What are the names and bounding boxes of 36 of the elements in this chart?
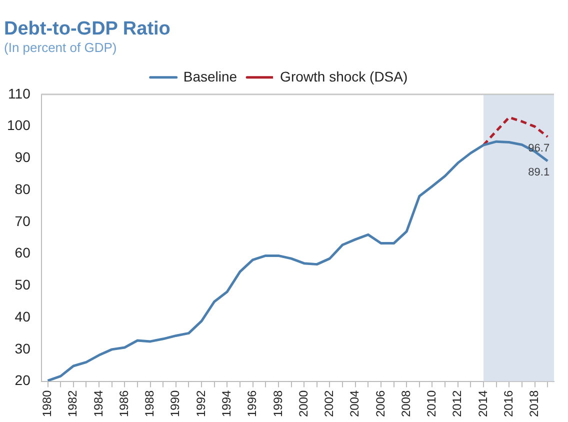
chart-title: Debt-to-GDP Ratio [4, 18, 170, 40]
x-tick-label: 2002 [322, 390, 336, 418]
y-tick-label: 30 [14, 340, 31, 356]
x-tick-label: 1980 [40, 390, 54, 418]
x-tick-label: 2000 [296, 390, 310, 418]
y-tick-label: 40 [14, 308, 31, 324]
x-tick-label: 2010 [424, 390, 439, 418]
data-label: 89.1 [528, 166, 550, 179]
y-tick-label: 80 [14, 180, 31, 197]
x-tick-label: 1982 [66, 390, 80, 418]
legend-label: Growth shock (DSA) [280, 68, 408, 84]
y-tick-label: 90 [14, 149, 31, 166]
y-tick-label: 110 [8, 85, 31, 102]
legend-label: Baseline [183, 68, 238, 84]
x-tick-label: 1992 [194, 390, 208, 418]
x-tick-label: 1994 [220, 390, 234, 418]
y-tick-label: 60 [14, 244, 31, 261]
x-tick-label: 2008 [398, 390, 413, 418]
y-tick-label: 20 [14, 372, 31, 388]
x-tick-label: 2006 [373, 390, 388, 418]
x-tick-label: 2018 [527, 390, 542, 418]
x-tick-label: 1996 [245, 390, 260, 418]
chart-subtitle: (In percent of GDP) [4, 40, 117, 56]
x-tick-label: 1988 [142, 390, 157, 418]
x-tick-label: 2004 [348, 390, 362, 418]
x-tick-label: 1986 [116, 390, 131, 418]
y-tick-label: 50 [14, 276, 31, 293]
x-tick-label: 1990 [168, 390, 182, 418]
x-tick-label: 2016 [501, 390, 516, 418]
data-label: 96.7 [528, 142, 550, 154]
x-tick-label: 2014 [476, 390, 490, 418]
x-tick-label: 1998 [270, 390, 285, 418]
x-tick-label: 1984 [91, 390, 106, 418]
x-tick-label: 2012 [450, 390, 464, 418]
y-tick-label: 70 [14, 212, 31, 229]
y-tick-label: 100 [7, 117, 31, 134]
